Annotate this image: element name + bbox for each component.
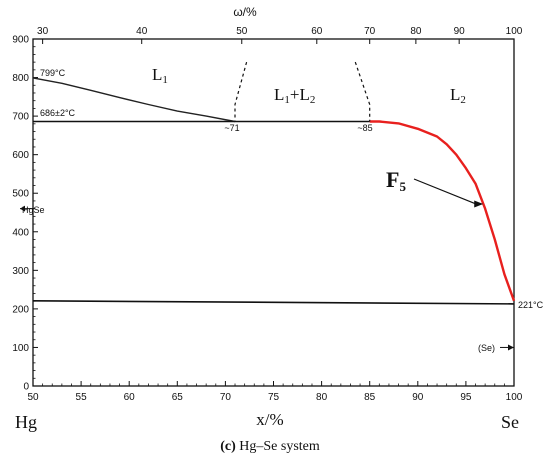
top-tick-label: 90	[454, 26, 466, 37]
series-group	[20, 61, 516, 351]
x-tick-label: 80	[316, 392, 328, 403]
x-axis-label: x/%	[256, 410, 283, 429]
l1-liquidus-line	[32, 77, 236, 123]
y-tick-label: 0	[23, 382, 29, 393]
x-tick-label: 60	[124, 392, 136, 403]
selenium-eutectic-line	[32, 300, 515, 305]
x-tick-label: 75	[268, 392, 280, 403]
top-tick-label: 100	[506, 26, 523, 37]
annotation-799c: 799°C	[40, 68, 66, 78]
f5-arrow-head	[474, 200, 484, 208]
y-tick-label: 900	[12, 35, 29, 46]
x-tick-label: 65	[172, 392, 184, 403]
y-tick-label: 800	[12, 73, 29, 84]
hgse-label: HgSe	[22, 205, 45, 215]
miscibility-gap-left-boundary	[234, 61, 248, 122]
y-tick-label: 700	[12, 112, 29, 123]
se-phase-label: (Se)	[478, 343, 495, 353]
y-tick-label: 500	[12, 189, 29, 200]
se-marker-arrowhead	[508, 344, 514, 351]
hg-end-label: Hg	[15, 412, 37, 432]
region-l1-l2-label: L1+L2	[274, 85, 315, 106]
top-axis-label: ω/%	[233, 5, 257, 19]
top-tick-label: 80	[410, 26, 422, 37]
f5-callout-label: F5	[386, 167, 406, 194]
region-l1-label: L1	[152, 65, 168, 86]
x-tick-label: 95	[460, 392, 472, 403]
se-end-label: Se	[501, 412, 519, 432]
y-tick-label: 200	[12, 304, 29, 315]
x-tick-label: 100	[506, 392, 523, 403]
annotation-71: ~71	[224, 123, 239, 133]
annotation-686c: 686±2°C	[40, 108, 76, 118]
top-tick-label: 30	[37, 26, 49, 37]
x-tick-label: 55	[76, 392, 88, 403]
x-tick-label: 85	[364, 392, 376, 403]
x-tick-label: 50	[27, 392, 39, 403]
y-tick-label: 400	[12, 227, 29, 238]
y-tick-label: 600	[12, 150, 29, 161]
l2-liquidus-red-line	[369, 120, 516, 302]
top-tick-label: 70	[364, 26, 376, 37]
region-l2-label: L2	[450, 85, 466, 106]
f5-arrow-line	[413, 178, 477, 205]
figure-caption: (c) Hg–Se system	[220, 439, 320, 454]
top-tick-label: 50	[236, 26, 248, 37]
tick-group: 50 55 60 65 70 75 80 85 90 95 100 0 100 200 300 400 500 6…	[12, 26, 522, 403]
hgse-marker-arrowhead	[20, 205, 25, 212]
top-tick-label: 60	[311, 26, 323, 37]
annotation-221c: 221°C	[518, 300, 544, 310]
annotation-85: ~85	[357, 123, 372, 133]
y-tick-label: 300	[12, 266, 29, 277]
y-tick-label: 100	[12, 343, 29, 354]
x-tick-label: 90	[412, 392, 424, 403]
miscibility-gap-right-boundary	[354, 61, 371, 122]
x-tick-label: 70	[220, 392, 232, 403]
top-tick-label: 40	[136, 26, 148, 37]
